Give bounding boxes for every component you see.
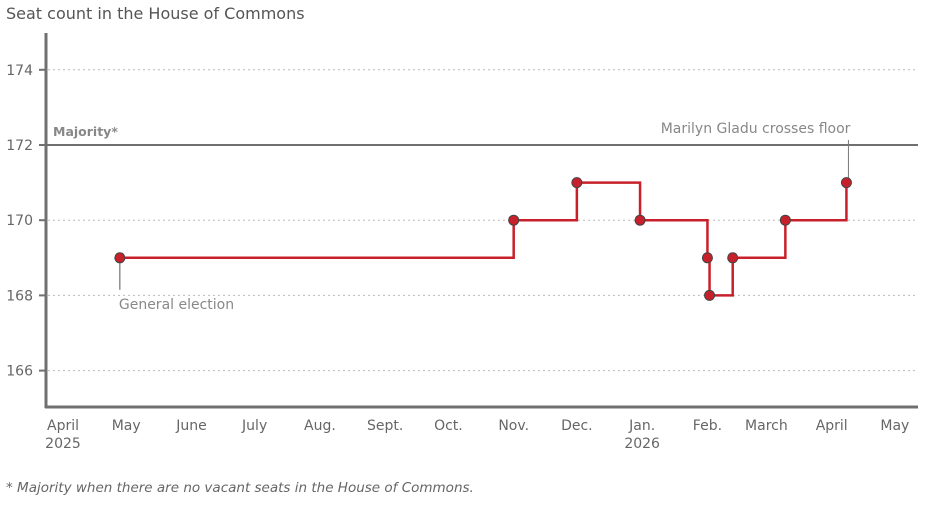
data-point [701, 252, 713, 264]
x-tick-label: Feb. [693, 418, 722, 434]
x-tick-label: May [880, 418, 909, 434]
footnote: * Majority when there are no vacant seat… [6, 480, 474, 496]
data-point [727, 252, 739, 264]
x-tick-label: April [816, 418, 848, 434]
x-tick-label: May [112, 418, 141, 434]
data-point [634, 214, 646, 226]
x-tick-label: Jan. [628, 418, 655, 434]
annotation-general-election: General election [119, 297, 234, 313]
x-tick-year: 2025 [45, 436, 81, 452]
x-tick-label: Sept. [367, 418, 403, 434]
x-tick-label: June [175, 418, 207, 434]
chart-title: Seat count in the House of Commons [6, 4, 305, 23]
annotation-floor-crossing: Marilyn Gladu crosses floor [661, 121, 851, 137]
data-point [840, 177, 852, 189]
data-point [114, 252, 126, 264]
x-tick-label: Aug. [304, 418, 336, 434]
x-tick-label: Dec. [561, 418, 593, 434]
y-tick-label: 166 [6, 364, 33, 380]
x-tick-label: April [47, 418, 79, 434]
y-tick-label: 172 [6, 138, 33, 154]
x-tick-year: 2026 [624, 436, 660, 452]
data-point [704, 289, 716, 301]
y-tick-label: 170 [6, 213, 33, 229]
x-tick-label: July [241, 418, 267, 434]
x-tick-label: Oct. [434, 418, 463, 434]
data-point [508, 214, 520, 226]
x-tick-label: March [745, 418, 788, 434]
data-point [571, 177, 583, 189]
y-tick-label: 174 [6, 63, 33, 79]
y-tick-label: 168 [6, 288, 33, 304]
majority-label: Majority* [53, 124, 118, 139]
x-tick-label: Nov. [498, 418, 529, 434]
seat-count-line [119, 181, 848, 297]
data-point [779, 214, 791, 226]
